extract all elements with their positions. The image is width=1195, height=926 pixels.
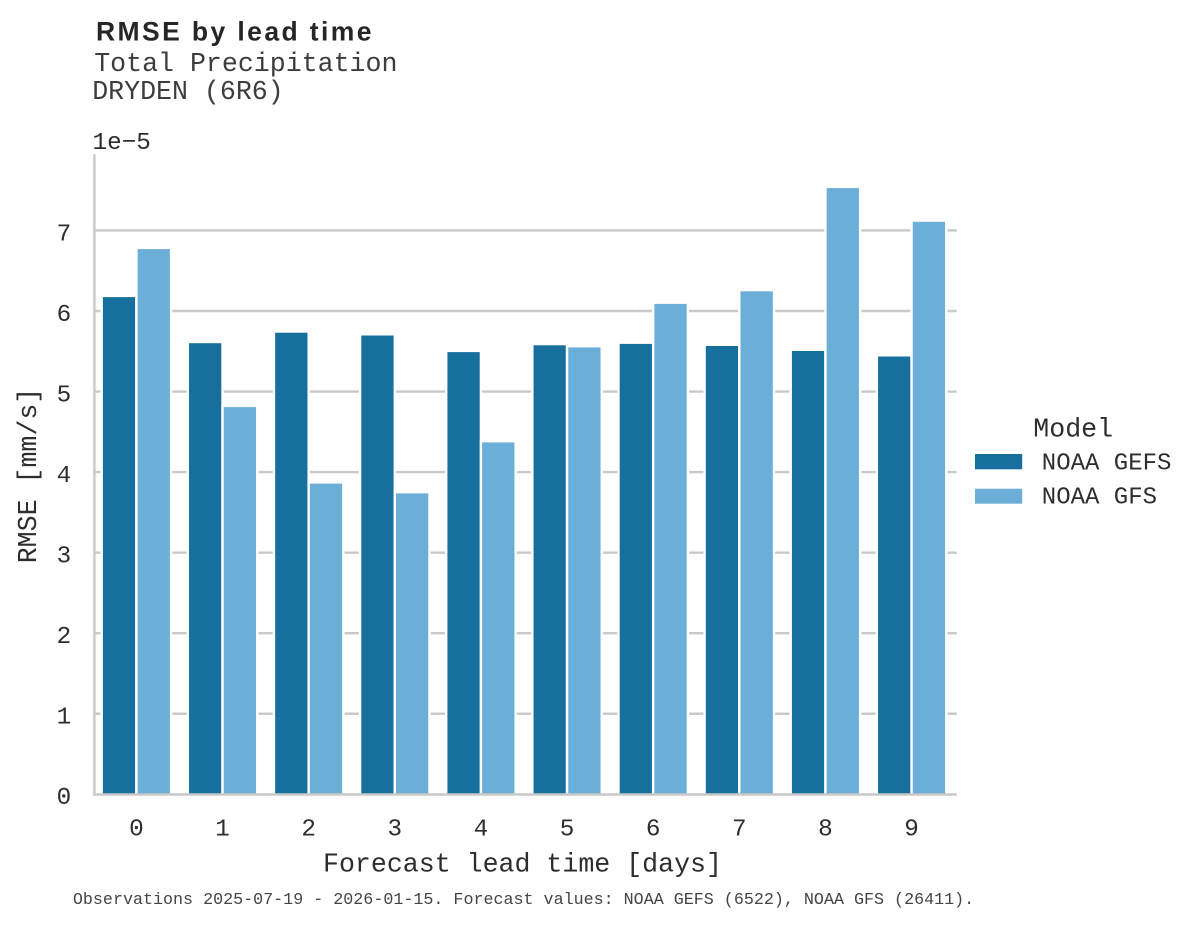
svg-text:7: 7 <box>732 817 747 844</box>
svg-text:RMSE [mm/s]: RMSE [mm/s] <box>14 388 44 564</box>
svg-text:6: 6 <box>646 817 661 844</box>
svg-text:DRYDEN (6R6): DRYDEN (6R6) <box>92 77 284 107</box>
svg-text:2: 2 <box>57 624 72 651</box>
svg-text:5: 5 <box>560 817 575 844</box>
svg-text:0: 0 <box>57 785 72 812</box>
svg-text:7: 7 <box>57 221 72 248</box>
svg-text:RMSE by lead time: RMSE by lead time <box>96 16 374 46</box>
svg-text:5: 5 <box>57 382 72 409</box>
svg-text:2: 2 <box>301 817 316 844</box>
svg-text:9: 9 <box>904 817 919 844</box>
svg-text:8: 8 <box>818 817 833 844</box>
svg-text:NOAA GEFS: NOAA GEFS <box>1042 450 1172 477</box>
svg-text:1: 1 <box>57 704 72 731</box>
svg-text:1e−5: 1e−5 <box>93 130 151 157</box>
svg-text:Model: Model <box>1033 415 1113 445</box>
svg-text:NOAA GFS: NOAA GFS <box>1042 485 1157 512</box>
svg-text:6: 6 <box>57 302 72 329</box>
svg-text:Forecast lead time [days]: Forecast lead time [days] <box>323 850 722 880</box>
svg-text:0: 0 <box>129 817 144 844</box>
svg-text:3: 3 <box>57 543 72 570</box>
svg-text:4: 4 <box>474 817 489 844</box>
svg-text:1: 1 <box>215 817 230 844</box>
svg-text:Observations 2025-07-19 - 2026: Observations 2025-07-19 - 2026-01-15. Fo… <box>73 891 974 910</box>
svg-text:4: 4 <box>57 463 72 490</box>
svg-text:Total Precipitation: Total Precipitation <box>94 49 397 79</box>
svg-text:3: 3 <box>387 817 402 844</box>
